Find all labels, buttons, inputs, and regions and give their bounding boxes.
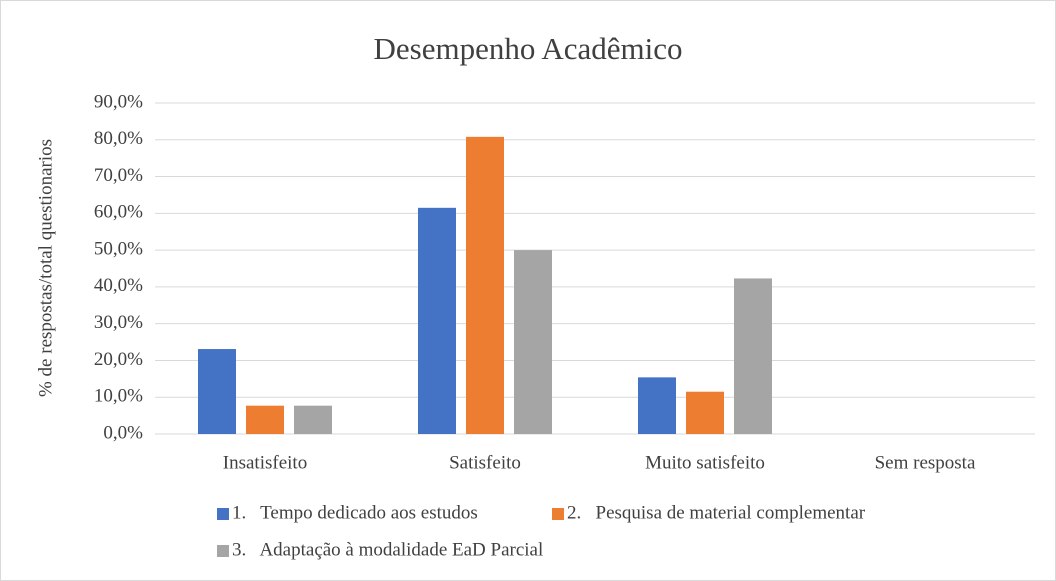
legend-swatch	[217, 508, 229, 520]
x-tick-label: Insatisfeito	[223, 452, 307, 473]
legend-swatch	[552, 508, 564, 520]
legend-label: 1. Tempo dedicado aos estudos	[232, 502, 478, 523]
legend-swatch	[217, 545, 229, 557]
y-tick-label: 0,0%	[103, 422, 143, 443]
legend-label: 2. Pesquisa de material complementar	[567, 502, 866, 523]
x-tick-label: Muito satisfeito	[645, 452, 765, 473]
legend-label: 3. Adaptação à modalidade EaD Parcial	[232, 539, 543, 560]
bar	[246, 405, 284, 434]
bar	[418, 207, 456, 434]
bar	[466, 136, 504, 434]
bar	[686, 391, 724, 434]
y-tick-label: 70,0%	[94, 165, 143, 186]
bar	[294, 405, 332, 434]
chart-title: Desempenho Acadêmico	[373, 31, 682, 66]
y-tick-label: 40,0%	[94, 275, 143, 296]
x-tick-label: Sem resposta	[875, 452, 976, 473]
bar	[198, 349, 236, 434]
bar	[638, 377, 676, 434]
y-tick-label: 50,0%	[94, 238, 143, 259]
bar	[734, 278, 772, 434]
y-tick-label: 20,0%	[94, 349, 143, 370]
bar	[514, 250, 552, 434]
y-tick-label: 90,0%	[94, 91, 143, 112]
y-tick-label: 60,0%	[94, 202, 143, 223]
y-axis-label: % de respostas/total questionarios	[35, 139, 56, 397]
y-tick-label: 10,0%	[94, 386, 143, 407]
y-tick-label: 30,0%	[94, 312, 143, 333]
y-tick-label: 80,0%	[94, 128, 143, 149]
x-tick-label: Satisfeito	[449, 452, 521, 473]
